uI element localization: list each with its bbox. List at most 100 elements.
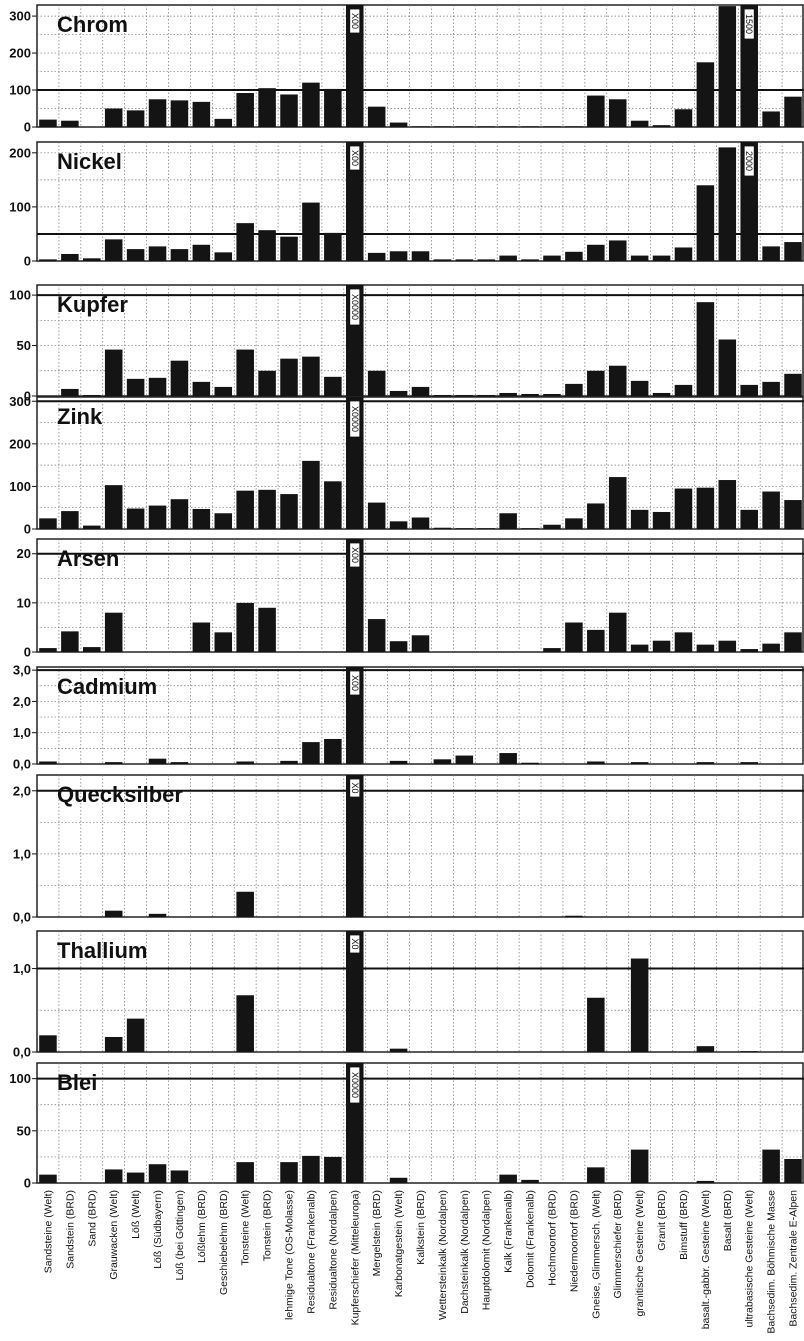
- cap-box: [349, 8, 361, 34]
- bar: [192, 622, 211, 652]
- bar: [302, 742, 320, 764]
- bar: [696, 762, 715, 764]
- bar: [389, 1177, 408, 1183]
- bar: [630, 1149, 649, 1183]
- bar: [762, 491, 780, 529]
- bar: [718, 147, 737, 261]
- bar: [280, 358, 298, 396]
- x-category-label: Residualtone (Frankenalb): [305, 1190, 317, 1314]
- bar: [148, 505, 167, 529]
- bar: [258, 607, 276, 652]
- bar: [762, 111, 780, 127]
- cap-box: [743, 8, 755, 40]
- bar: [565, 126, 583, 127]
- x-category-label: Dolomit (Frankenalb): [525, 1190, 537, 1288]
- y-tick-label: 3,0: [13, 663, 31, 678]
- bar: [762, 643, 780, 652]
- bar: [411, 251, 430, 261]
- bar: [324, 88, 342, 127]
- bar: [455, 394, 474, 396]
- bar: [455, 259, 474, 261]
- bar: [389, 641, 408, 652]
- x-category-label: Bimstuff (BRD): [678, 1190, 690, 1260]
- bar: [192, 508, 211, 529]
- bar: [302, 460, 320, 529]
- bar: [587, 761, 605, 764]
- bar: [696, 1046, 715, 1052]
- bar: [652, 640, 671, 652]
- bar: [543, 255, 561, 261]
- bar: [543, 524, 561, 529]
- x-category-label: Dachsteinkalk (Nordalpen): [459, 1190, 471, 1314]
- y-tick-label: 100: [9, 83, 31, 98]
- panel-frame: [36, 774, 804, 918]
- bar-cap-label: X00: [350, 547, 360, 563]
- bar: [345, 142, 364, 261]
- y-tick-label: 50: [17, 338, 31, 353]
- bar: [762, 1149, 780, 1183]
- bar: [411, 126, 430, 127]
- bar: [324, 1156, 342, 1183]
- bar: [762, 381, 780, 396]
- bar: [433, 759, 452, 764]
- bar: [499, 1174, 517, 1183]
- bar: [104, 1169, 123, 1183]
- y-tick-label: 0: [24, 645, 31, 660]
- bar: [192, 101, 211, 127]
- panel-title: Chrom: [57, 12, 128, 37]
- x-category-label: Geschiebelehm (BRD): [218, 1190, 230, 1295]
- bar: [784, 96, 802, 127]
- bar: [170, 499, 189, 529]
- bar: [324, 481, 342, 529]
- bar: [521, 393, 539, 396]
- bar: [499, 753, 517, 764]
- bar: [630, 509, 649, 529]
- panel-title: Cadmium: [57, 674, 157, 699]
- bar: [61, 120, 79, 127]
- bar: [521, 528, 539, 529]
- panel-title: Nickel: [57, 149, 122, 174]
- y-tick-label: 300: [9, 394, 31, 409]
- x-category-label: basalt.-gabbr. Gesteine (Welt): [700, 1190, 712, 1329]
- bar: [104, 1036, 123, 1052]
- bar: [674, 109, 693, 127]
- x-category-label: ultrabasische Gesteine (Welt): [744, 1190, 756, 1328]
- cap-box: [349, 934, 361, 954]
- bar: [302, 202, 320, 261]
- bar: [345, 775, 364, 917]
- bar: [784, 242, 802, 261]
- bar: [148, 246, 167, 261]
- bar: [104, 239, 123, 261]
- bar: [587, 503, 605, 529]
- y-tick-label: 0: [24, 120, 31, 135]
- bar: [608, 365, 627, 396]
- x-category-label: Gneise, Glimmersch. (Welt): [590, 1190, 602, 1319]
- bar: [236, 92, 254, 127]
- bar: [784, 373, 802, 396]
- panel-frame: [36, 1062, 804, 1184]
- bar: [236, 761, 254, 764]
- bar: [587, 629, 605, 652]
- bar-cap-label: X0000: [350, 1072, 360, 1098]
- bar: [784, 500, 802, 529]
- bar: [170, 249, 189, 261]
- panel-title: Zink: [57, 404, 103, 429]
- y-tick-label: 0: [24, 1176, 31, 1191]
- bar: [565, 251, 583, 261]
- y-tick-label: 100: [9, 479, 31, 494]
- y-tick-label: 10: [17, 595, 31, 610]
- bar: [126, 249, 145, 261]
- x-category-label: Tonstein (BRD): [262, 1190, 274, 1261]
- y-tick-label: 1,0: [13, 725, 31, 740]
- bar: [258, 230, 276, 261]
- y-tick-label: 100: [9, 199, 31, 214]
- cap-box: [349, 778, 361, 798]
- x-category-label: lehmige Tone (OS-Molasse): [284, 1190, 296, 1320]
- panel-title: Blei: [57, 1070, 97, 1095]
- y-tick-label: 2,0: [13, 694, 31, 709]
- bar-cap-label: X0000: [350, 294, 360, 320]
- bar: [630, 255, 649, 261]
- y-tick-label: 200: [9, 46, 31, 61]
- bar: [170, 360, 189, 396]
- bar: [83, 258, 101, 261]
